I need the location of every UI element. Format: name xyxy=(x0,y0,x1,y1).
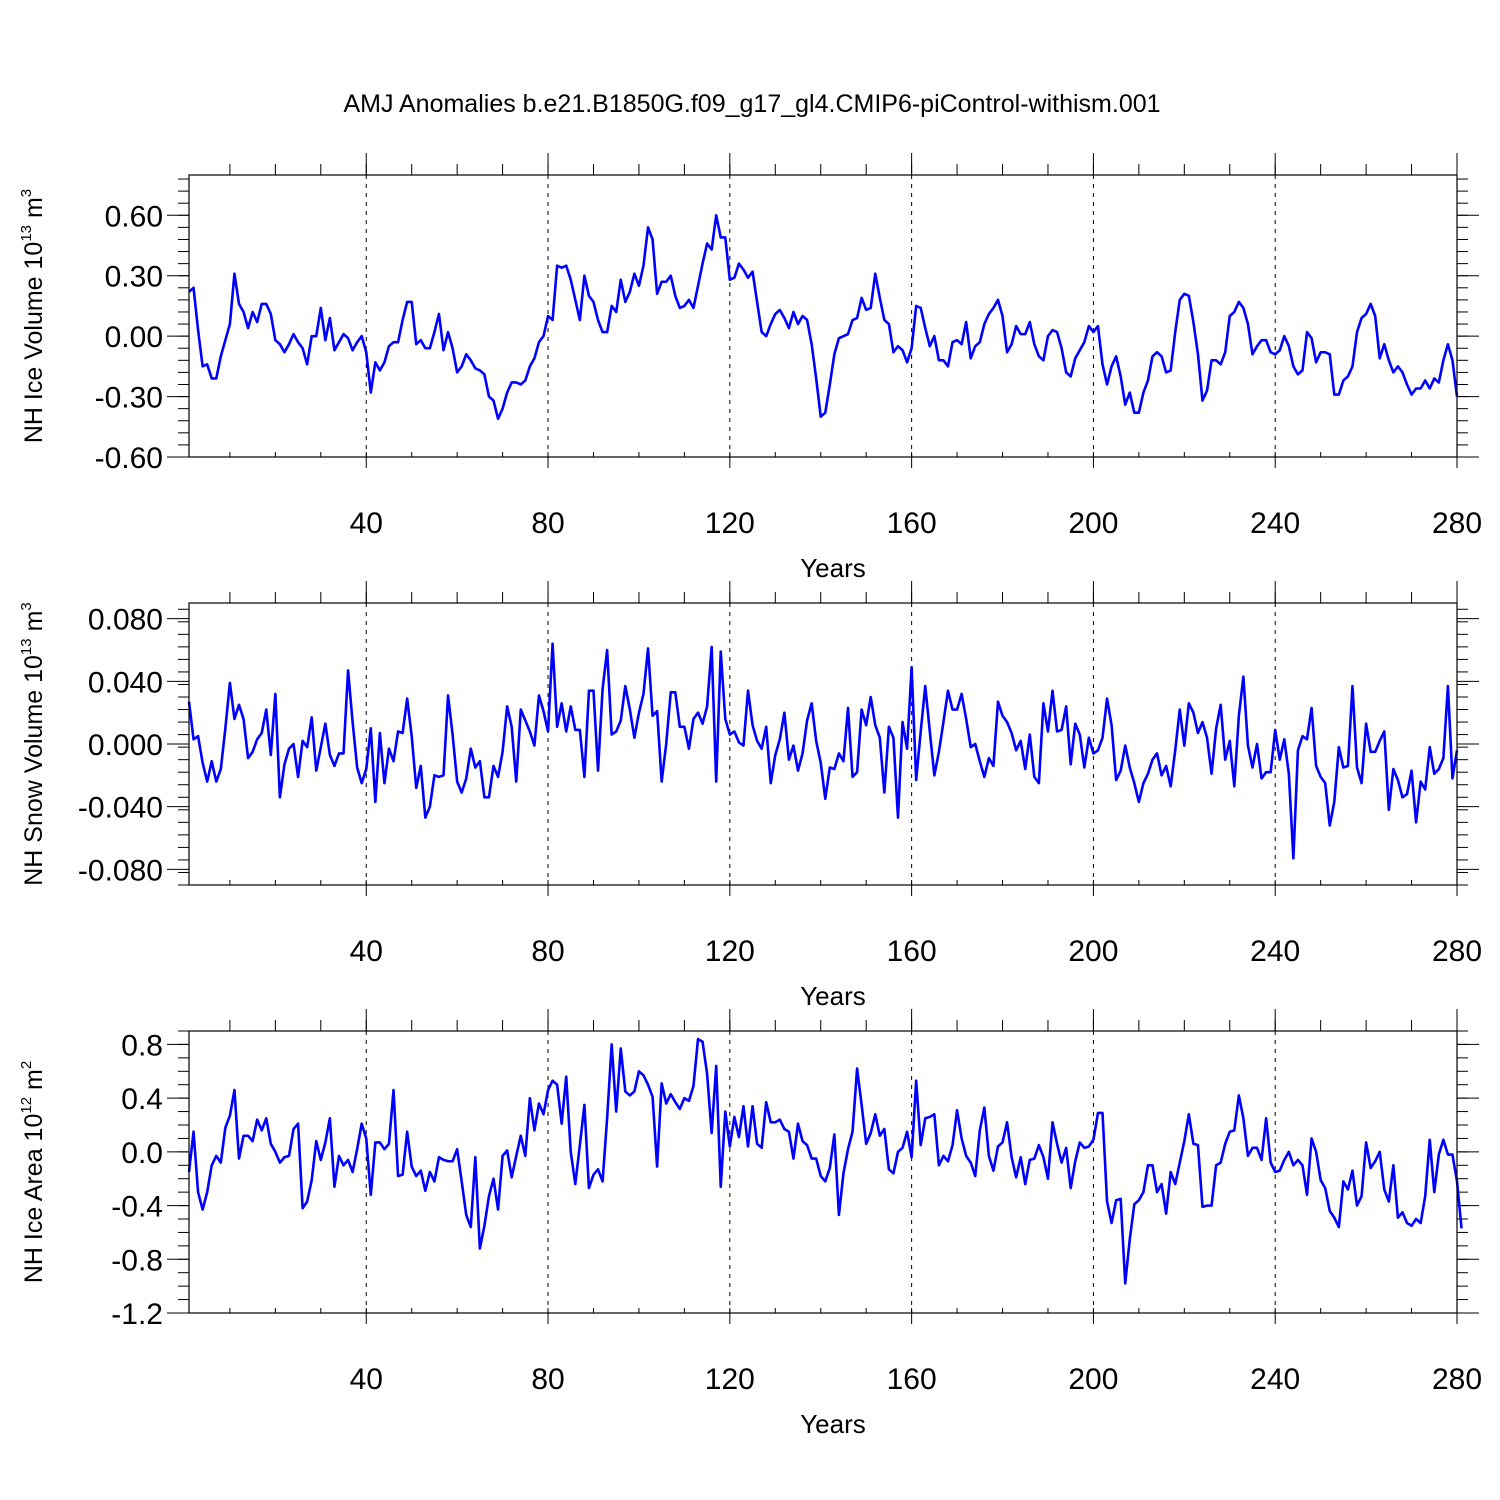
x-tick-label: 240 xyxy=(1250,1363,1300,1396)
x-tick-label: 240 xyxy=(1250,507,1300,540)
y-tick-label: 0.00 xyxy=(105,321,163,354)
x-tick-label: 280 xyxy=(1432,935,1482,968)
panels: -0.60 -0.30 0.00 0.30 0.60 40 80 120 160 200 240 28… xyxy=(18,153,1482,1439)
y-tick-label: -0.30 xyxy=(95,382,163,415)
panel-3: -1.2 -0.8 -0.4 0.0 0.4 0.8 40 80 120 160 200 240 280… xyxy=(18,1009,1482,1439)
x-tick-label: 120 xyxy=(705,507,755,540)
y-tick-label: -1.2 xyxy=(111,1298,163,1331)
panel-1: -0.60 -0.30 0.00 0.30 0.60 40 80 120 160 200 240 28… xyxy=(18,153,1482,583)
x-tick-label: 280 xyxy=(1432,1363,1482,1396)
plot-frame xyxy=(188,174,1458,458)
x-tick-label: 40 xyxy=(350,1363,383,1396)
series-line xyxy=(187,1037,1463,1285)
y-tick-label: -0.4 xyxy=(111,1191,163,1224)
x-tick-label: 160 xyxy=(887,935,937,968)
x-tick-label: 120 xyxy=(705,935,755,968)
x-tick-label: 80 xyxy=(531,935,564,968)
y-axis-title: NH Ice Area 1012 m2 xyxy=(18,1061,48,1283)
x-tick-label: 80 xyxy=(531,507,564,540)
y-tick-label: 0.8 xyxy=(121,1029,163,1062)
x-axis-title: Years xyxy=(800,981,866,1011)
y-tick-label: -0.60 xyxy=(95,442,163,475)
x-tick-label: 40 xyxy=(350,507,383,540)
x-tick-label: 160 xyxy=(887,507,937,540)
y-tick-label: -0.8 xyxy=(111,1244,163,1277)
x-tick-label: 160 xyxy=(887,1363,937,1396)
series-line xyxy=(187,642,1459,860)
x-tick-label: 120 xyxy=(705,1363,755,1396)
y-tick-label: 0.000 xyxy=(88,729,163,762)
x-axis-title: Years xyxy=(800,553,866,583)
x-tick-label: 200 xyxy=(1068,935,1118,968)
y-tick-label: 0.30 xyxy=(105,261,163,294)
x-tick-label: 200 xyxy=(1068,1363,1118,1396)
y-tick-label: 0.0 xyxy=(121,1137,163,1170)
series-line xyxy=(188,213,1459,421)
x-tick-label: 200 xyxy=(1068,507,1118,540)
y-tick-label: 0.040 xyxy=(88,666,163,699)
plot-frame xyxy=(188,1030,1458,1314)
x-tick-label: 280 xyxy=(1432,507,1482,540)
y-tick-label: -0.040 xyxy=(78,792,163,825)
y-tick-label: 0.4 xyxy=(121,1083,163,1116)
y-tick-label: -0.080 xyxy=(78,854,163,887)
x-tick-label: 240 xyxy=(1250,935,1300,968)
panel-2: -0.080 -0.040 0.000 0.040 0.080 40 80 120 160 200… xyxy=(18,581,1482,1011)
x-axis-title: Years xyxy=(800,1409,866,1439)
plot-frame xyxy=(188,602,1458,886)
y-axis-title: NH Snow Volume 1013 m3 xyxy=(18,602,48,886)
y-tick-label: 0.60 xyxy=(105,200,163,233)
x-tick-label: 40 xyxy=(350,935,383,968)
figure-title: AMJ Anomalies b.e21.B1850G.f09_g17_gl4.C… xyxy=(343,90,1160,118)
y-axis-title: NH Ice Volume 1013 m3 xyxy=(18,189,48,443)
x-tick-label: 80 xyxy=(531,1363,564,1396)
y-tick-label: 0.080 xyxy=(88,604,163,637)
